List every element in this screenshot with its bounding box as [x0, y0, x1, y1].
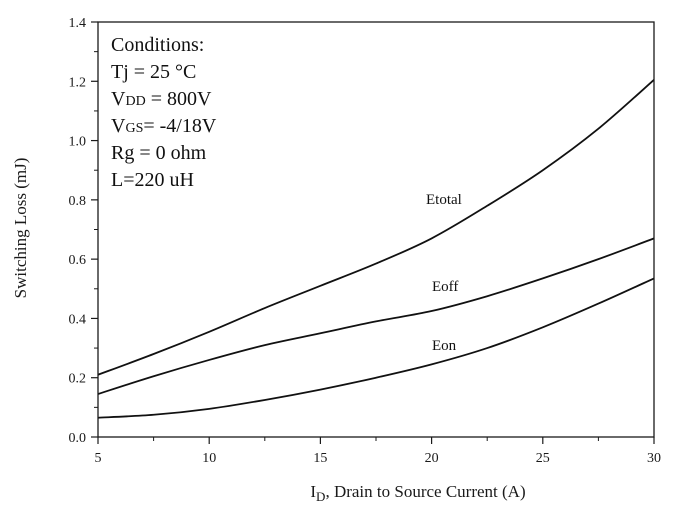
x-axis-title: ID, Drain to Source Current (A) [310, 482, 525, 504]
axis-tick-labels: 5 10 15 20 25 30 0.0 0.2 0.4 0.6 0.8 1.0 1.2 1.4 [69, 16, 662, 466]
y-tick-label: 0.8 [69, 194, 87, 209]
y-axis-title: Switching Loss (mJ) [11, 158, 30, 299]
x-tick-label: 15 [313, 451, 327, 466]
condition-vdd: VDD = 800V [111, 88, 212, 110]
x-tick-label: 5 [95, 451, 102, 466]
condition-rg: Rg = 0 ohm [111, 142, 207, 164]
condition-vgs-rest: = -4/18V [143, 115, 216, 137]
y-tick-label: 1.0 [69, 135, 87, 150]
series-label-eon: Eon [432, 338, 457, 354]
x-tick-label: 25 [536, 451, 550, 466]
series-label-etotal: Etotal [426, 192, 462, 208]
condition-tj: Tj = 25 °C [111, 61, 196, 83]
plot-frame [97, 21, 655, 438]
axis-ticks [91, 21, 655, 444]
condition-vgs-sub: GS [125, 121, 143, 136]
y-tick-label: 0.4 [69, 312, 87, 327]
conditions-annotation: Conditions: Tj = 25 °C VDD = 800V VGS= -… [111, 34, 217, 191]
series-line-eoff [97, 237, 655, 395]
y-tick-label: 0.6 [69, 253, 87, 268]
series-line-eon [97, 277, 655, 419]
x-tick-label: 10 [202, 451, 216, 466]
x-tick-label: 20 [425, 451, 439, 466]
condition-vgs-main: V [111, 115, 126, 137]
x-tick-label: 30 [647, 451, 661, 466]
condition-vgs: VGS= -4/18V [111, 115, 217, 137]
y-tick-label: 1.4 [69, 16, 87, 31]
y-tick-label: 1.2 [69, 75, 87, 90]
x-axis-title-main: I [310, 482, 316, 501]
y-tick-label: 0.0 [69, 431, 87, 446]
series-line-etotal [97, 79, 655, 376]
y-tick-label: 0.2 [69, 372, 87, 387]
condition-vdd-sub: DD [125, 94, 145, 109]
condition-vdd-main: V [111, 88, 126, 110]
x-axis-title-sub: D [316, 489, 325, 504]
condition-vdd-rest: = 800V [146, 88, 212, 110]
x-axis-title-rest: , Drain to Source Current (A) [325, 482, 525, 501]
condition-l: L=220 uH [111, 169, 194, 191]
conditions-heading: Conditions: [111, 34, 204, 56]
data-series [97, 79, 655, 419]
series-label-eoff: Eoff [432, 279, 458, 295]
